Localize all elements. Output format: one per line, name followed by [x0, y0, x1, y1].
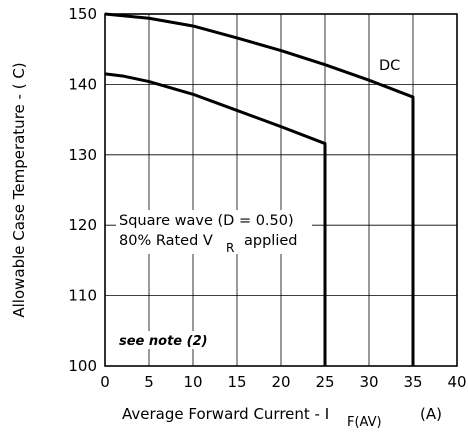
y-tick-label: 100	[68, 357, 97, 375]
x-tick-label: 5	[144, 373, 154, 391]
x-tick-label: 40	[447, 373, 466, 391]
y-tick-label: 150	[68, 5, 97, 23]
x-tick-label: 0	[100, 373, 110, 391]
x-axis-label-main: Average Forward Current - I	[122, 405, 329, 423]
series-line-square-wave	[104, 72, 327, 366]
dc-series-label: DC	[379, 58, 400, 74]
x-tick-label: 35	[403, 373, 422, 391]
y-tick-label: 140	[68, 75, 97, 93]
see-note-label: see note (2)	[119, 334, 208, 349]
y-axis-label: Allowable Case Temperature - ( C)	[10, 62, 28, 317]
note-background	[116, 331, 214, 349]
rated-voltage-label-main: 80% Rated V	[119, 233, 213, 249]
x-axis-label-unit: (A)	[420, 405, 442, 423]
x-tick-label: 20	[271, 373, 290, 391]
y-tick-label: 130	[68, 146, 97, 164]
tick-labels: 0 5 10 15 20 25 30 35 40 100 110 120 130 140 150	[68, 5, 466, 391]
plot-frame	[104, 13, 458, 367]
x-tick-label: 25	[315, 373, 334, 391]
y-tick-label: 110	[68, 287, 97, 305]
x-tick-label: 15	[227, 373, 246, 391]
x-axis-label: Average Forward Current - I F(AV) (A)	[122, 405, 442, 430]
series-layer	[104, 12, 415, 366]
x-tick-label: 30	[359, 373, 378, 391]
x-tick-label: 10	[183, 373, 202, 391]
series-line-dc	[104, 12, 415, 366]
dc-label-background	[376, 54, 408, 74]
square-wave-label: Square wave (D = 0.50)	[119, 213, 294, 229]
rated-voltage-label-tail: applied	[244, 233, 297, 249]
x-axis-label-subscript: F(AV)	[347, 415, 382, 430]
y-tick-label: 120	[68, 216, 97, 234]
square-wave-label-background	[116, 210, 312, 254]
rated-voltage-label-subscript: R	[226, 241, 234, 255]
